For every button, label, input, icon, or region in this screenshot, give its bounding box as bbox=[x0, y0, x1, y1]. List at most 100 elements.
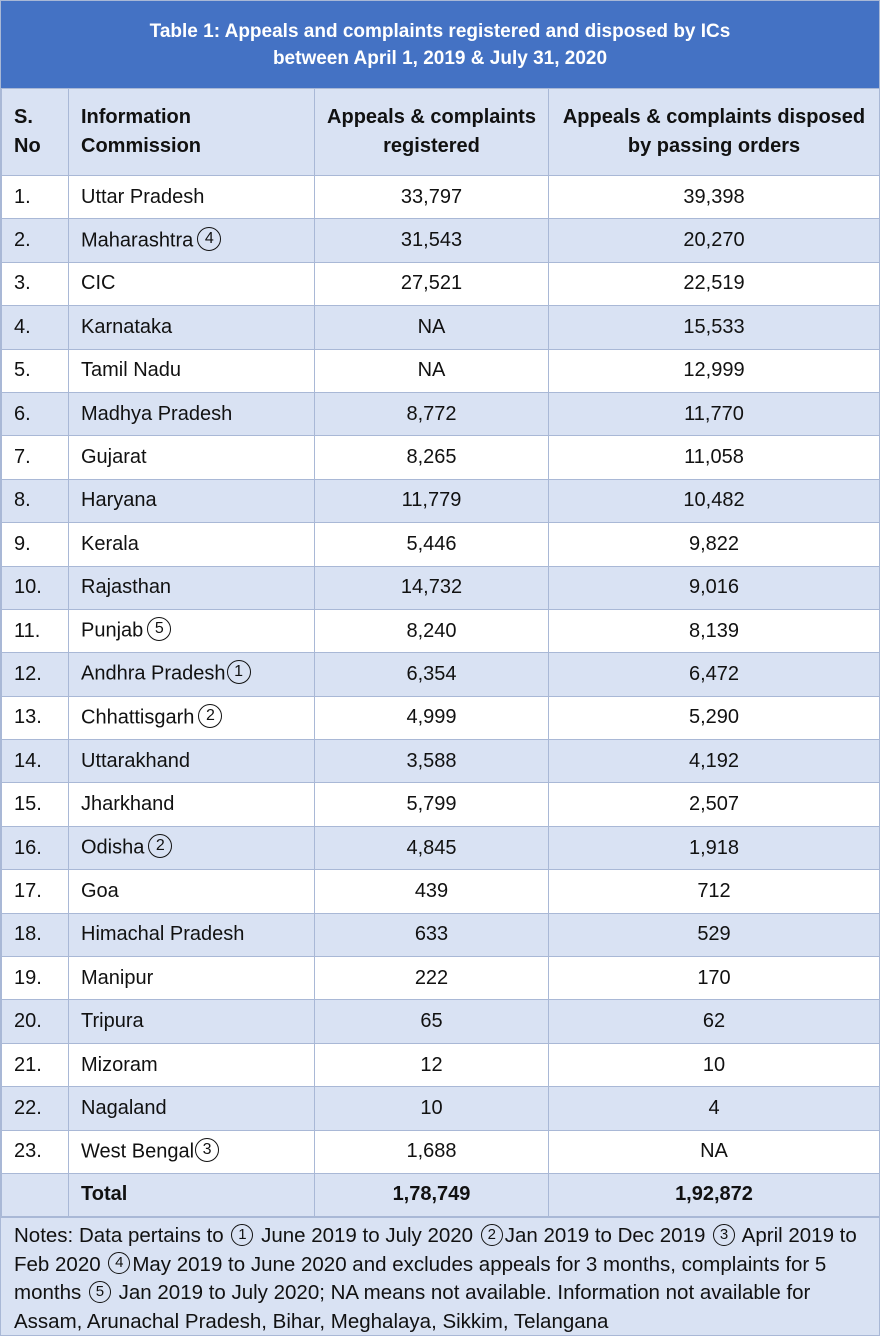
row-disposed: 20,270 bbox=[548, 218, 880, 263]
row-commission: Haryana bbox=[68, 478, 315, 524]
commission-name: Kerala bbox=[81, 532, 139, 555]
table-row: 12. Andhra Pradesh 1 6,354 6,472 bbox=[1, 652, 880, 697]
row-registered: 65 bbox=[314, 999, 549, 1044]
row-disposed: 2,507 bbox=[548, 782, 880, 827]
row-registered: NA bbox=[314, 305, 549, 350]
header-sno: S. No bbox=[1, 88, 69, 176]
footnote-marker: 3 bbox=[195, 1137, 220, 1162]
row-commission: Chhattisgarh 2 bbox=[68, 695, 315, 741]
row-disposed: 22,519 bbox=[548, 261, 880, 307]
total-disposed: 1,92,872 bbox=[548, 1172, 880, 1217]
row-sno: 20. bbox=[1, 999, 69, 1044]
row-commission: Maharashtra 4 bbox=[68, 218, 315, 263]
row-sno: 11. bbox=[1, 608, 69, 654]
table-row: 3. CIC 27,521 22,519 bbox=[1, 261, 880, 307]
row-disposed: 529 bbox=[548, 912, 880, 958]
table-title-line-2: between April 1, 2019 & July 31, 2020 bbox=[272, 48, 608, 69]
row-registered: 33,797 bbox=[314, 174, 549, 220]
row-registered: 4,845 bbox=[314, 825, 549, 871]
row-commission: Gujarat bbox=[68, 435, 315, 480]
row-commission: Tamil Nadu bbox=[68, 348, 315, 393]
row-commission: Odisha 2 bbox=[68, 825, 315, 871]
note-marker-4: 4 bbox=[108, 1252, 131, 1275]
table-row: 22. Nagaland 10 4 bbox=[1, 1086, 880, 1131]
note-marker-3: 3 bbox=[713, 1223, 736, 1246]
table-row: 19. Manipur 222 170 bbox=[1, 956, 880, 1001]
row-disposed: 9,822 bbox=[548, 522, 880, 567]
total-label: Total bbox=[68, 1172, 315, 1217]
row-disposed: 11,058 bbox=[548, 435, 880, 480]
table-row: 23. West Bengal 3 1,688 NA bbox=[1, 1129, 880, 1174]
table-row: 4. Karnataka NA 15,533 bbox=[1, 305, 880, 350]
row-registered: 222 bbox=[314, 956, 549, 1001]
row-sno: 1. bbox=[1, 174, 69, 220]
commission-name: Maharashtra bbox=[81, 228, 194, 251]
commission-name: Manipur bbox=[81, 966, 154, 989]
row-commission: Punjab 5 bbox=[68, 608, 315, 654]
row-sno: 5. bbox=[1, 348, 69, 393]
table-row: 6. Madhya Pradesh 8,772 11,770 bbox=[1, 391, 880, 437]
commission-name: West Bengal bbox=[81, 1140, 195, 1163]
commission-name: Jharkhand bbox=[81, 793, 175, 816]
row-sno: 7. bbox=[1, 435, 69, 480]
row-sno: 4. bbox=[1, 305, 69, 350]
table-row: 14. Uttarakhand 3,588 4,192 bbox=[1, 739, 880, 784]
commission-name: CIC bbox=[81, 272, 116, 295]
commission-name: Tripura bbox=[81, 1010, 144, 1033]
note-text-3: April 2019 to Feb 2020 bbox=[14, 1224, 857, 1276]
row-commission: Madhya Pradesh bbox=[68, 391, 315, 437]
commission-name: Goa bbox=[81, 879, 119, 902]
row-registered: 27,521 bbox=[314, 261, 549, 307]
row-disposed: 39,398 bbox=[548, 174, 880, 220]
row-registered: 1,688 bbox=[314, 1129, 549, 1174]
footnote-marker: 5 bbox=[147, 617, 172, 642]
row-disposed: 4,192 bbox=[548, 739, 880, 784]
data-table: S. No Information Commission Appeals & c… bbox=[1, 88, 880, 1217]
commission-name: Punjab bbox=[81, 619, 144, 642]
commission-name: Karnataka bbox=[81, 315, 173, 338]
row-sno: 13. bbox=[1, 695, 69, 741]
row-sno: 6. bbox=[1, 391, 69, 437]
table-row: 11. Punjab 5 8,240 8,139 bbox=[1, 608, 880, 654]
row-sno: 17. bbox=[1, 869, 69, 914]
row-sno: 21. bbox=[1, 1042, 69, 1088]
row-disposed: 11,770 bbox=[548, 391, 880, 437]
row-registered: 4,999 bbox=[314, 695, 549, 741]
notes-prefix: Notes: Data pertains to bbox=[14, 1224, 224, 1247]
table-row: 16. Odisha 2 4,845 1,918 bbox=[1, 825, 880, 871]
table-row: 15. Jharkhand 5,799 2,507 bbox=[1, 782, 880, 827]
row-registered: 12 bbox=[314, 1042, 549, 1088]
row-sno: 9. bbox=[1, 522, 69, 567]
table-notes: Notes: Data pertains to 1 June 2019 to J… bbox=[1, 1217, 879, 1335]
row-disposed: 6,472 bbox=[548, 652, 880, 697]
row-registered: 5,446 bbox=[314, 522, 549, 567]
table-title: Table 1: Appeals and complaints register… bbox=[1, 1, 879, 88]
row-disposed: 170 bbox=[548, 956, 880, 1001]
commission-name: Andhra Pradesh bbox=[81, 662, 226, 685]
footnote-marker: 4 bbox=[197, 226, 222, 251]
row-commission: CIC bbox=[68, 261, 315, 307]
row-registered: 10 bbox=[314, 1086, 549, 1131]
table-row: 8. Haryana 11,779 10,482 bbox=[1, 478, 880, 524]
commission-name: Haryana bbox=[81, 489, 157, 512]
table-row: 2. Maharashtra 4 31,543 20,270 bbox=[1, 218, 880, 263]
row-disposed: 9,016 bbox=[548, 565, 880, 610]
header-registered: Appeals & complaints registered bbox=[314, 88, 549, 176]
row-registered: NA bbox=[314, 348, 549, 393]
table-row: 13. Chhattisgarh 2 4,999 5,290 bbox=[1, 695, 880, 741]
commission-name: Odisha bbox=[81, 836, 145, 859]
row-disposed: 10,482 bbox=[548, 478, 880, 524]
commission-name: Himachal Pradesh bbox=[81, 923, 245, 946]
row-commission: Uttarakhand bbox=[68, 739, 315, 784]
row-registered: 14,732 bbox=[314, 565, 549, 610]
commission-name: Chhattisgarh bbox=[81, 706, 195, 729]
row-registered: 8,265 bbox=[314, 435, 549, 480]
note-marker-2: 2 bbox=[480, 1223, 503, 1246]
row-sno: 14. bbox=[1, 739, 69, 784]
row-sno: 15. bbox=[1, 782, 69, 827]
table-row: 5. Tamil Nadu NA 12,999 bbox=[1, 348, 880, 393]
table-row: 10. Rajasthan 14,732 9,016 bbox=[1, 565, 880, 610]
note-text-4: May 2019 to June 2020 and excludes appea… bbox=[14, 1252, 827, 1305]
row-registered: 11,779 bbox=[314, 478, 549, 524]
